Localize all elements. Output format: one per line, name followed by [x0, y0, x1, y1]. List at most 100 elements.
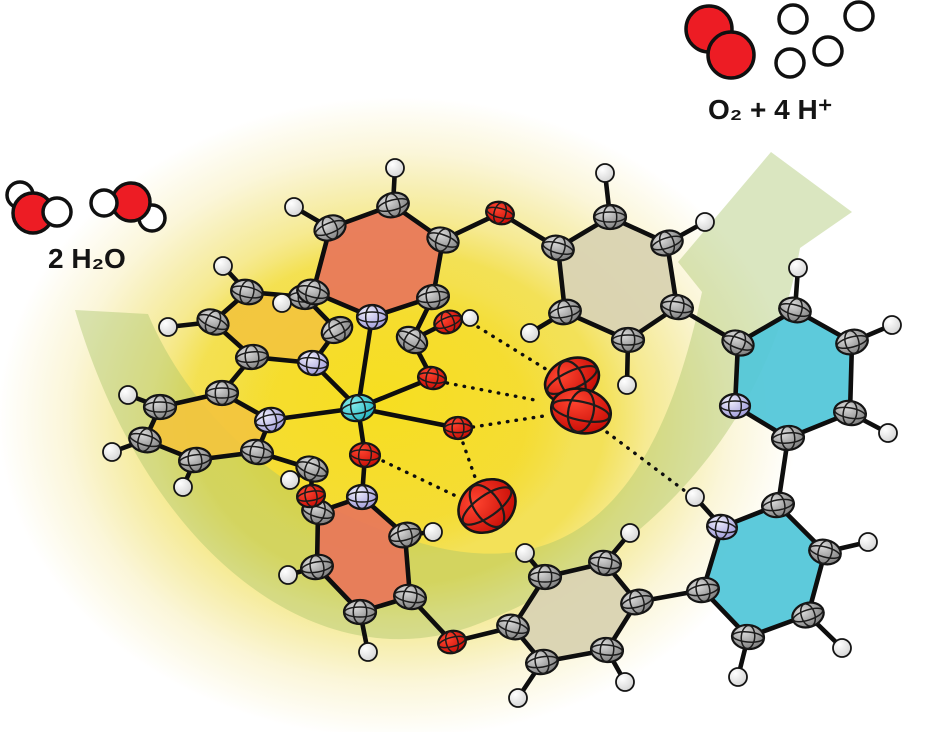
atom-b2b [620, 588, 654, 616]
atom-b2d [525, 648, 559, 676]
atom-M [340, 393, 376, 423]
atom-c1d [770, 424, 806, 452]
atom-b1b [650, 229, 684, 257]
atom-O_lk [295, 483, 327, 509]
atom-cx1 [395, 325, 429, 355]
atom-b1f [541, 234, 575, 262]
atom-H_b2c [615, 672, 635, 692]
hydrogen-bond [471, 414, 546, 429]
atom-b2c [589, 636, 625, 664]
atom-s2a [388, 521, 422, 549]
atom-c2c [791, 601, 825, 629]
atom-H_b2d [508, 688, 528, 708]
atom-H_lk [280, 470, 300, 490]
atom-s1e [313, 214, 347, 242]
atom-H_s2a [423, 522, 443, 542]
atom-s2b [393, 583, 427, 611]
atom-y2b [240, 438, 274, 466]
atom-H_s2d [278, 565, 298, 585]
atom-y2n [254, 406, 286, 434]
atom-b1d [610, 326, 646, 354]
hydrogen-bond [461, 441, 479, 485]
atom-c2n [705, 513, 739, 541]
atom-b2a [588, 549, 622, 577]
atom-c2e [686, 576, 720, 604]
atom-c1c [833, 399, 867, 427]
atom-H_c1b [882, 315, 902, 335]
hydrogen-bond [476, 325, 551, 373]
atom-C_lk [295, 455, 329, 483]
atom-b1c [660, 293, 694, 321]
hydrogen-bond [445, 381, 542, 403]
atom-c1b [835, 328, 869, 356]
atom-c2d [730, 623, 766, 651]
proton-circle [843, 0, 875, 32]
atom-s2c [342, 598, 378, 626]
atom-H_y2e [118, 385, 138, 405]
atom-O_m1 [416, 365, 448, 391]
atom-O_e2 [437, 629, 467, 655]
ring-pyridine-salmon-bottom [317, 497, 410, 612]
atom-O_aq [442, 415, 474, 441]
atom-y1n [296, 349, 330, 377]
atom-H_oh1 [461, 309, 479, 327]
reactant-label: 2 H₂O [48, 243, 126, 274]
atom-H_c2n [685, 487, 705, 507]
atom-y2e [142, 393, 178, 421]
ring-pyridine-cyan-upper [735, 310, 852, 438]
atom-s2n [345, 483, 379, 511]
ring-pyridine-salmon-top [313, 205, 443, 317]
atom-H_s1a [385, 158, 405, 178]
atom-H_c1c [878, 423, 898, 443]
product-label: O₂ + 4 H⁺ [708, 94, 833, 125]
atom-c1n [718, 392, 752, 420]
dioxygen-circle [706, 30, 756, 80]
ring-pyridine-cyan-lower [703, 505, 825, 637]
atom-s1c [415, 283, 451, 311]
atom-b2f [527, 563, 563, 591]
atom-H_c1a [788, 258, 808, 278]
atom-H_y1f [272, 293, 292, 313]
atom-s1b [426, 226, 460, 254]
atom-H_c2d [728, 667, 748, 687]
atom-H_y2d [102, 442, 122, 462]
bond [355, 314, 375, 411]
atom-y1a [230, 278, 264, 306]
atom-H_y1d [158, 317, 178, 337]
atom-c1f [721, 329, 755, 357]
atom-y2a [204, 379, 240, 407]
water-hydrogen-circle [89, 188, 119, 218]
atom-H_b1d [617, 375, 637, 395]
atom-O_e1 [485, 200, 515, 226]
atom-y1c [234, 343, 270, 371]
proton-circle [812, 35, 844, 67]
atom-y2c [177, 446, 213, 474]
atom-y1b [320, 315, 354, 345]
atom-H_y2c [173, 477, 193, 497]
atom-wA2 [550, 387, 612, 435]
atom-H_b1e [520, 323, 540, 343]
proton-circle [774, 47, 806, 79]
atom-O_oh1 [433, 309, 463, 335]
atom-y2d [128, 426, 162, 454]
atom-s1a [376, 191, 410, 219]
atom-H_b1a [595, 163, 615, 183]
atom-H_s2c [358, 642, 378, 662]
hydrogen-bond [381, 459, 458, 498]
atom-O_ax [348, 441, 382, 469]
reaction-arrow [75, 152, 852, 640]
atom-H_c2b [858, 532, 878, 552]
atom-s1d [296, 278, 330, 306]
atom-H_y1a [213, 256, 233, 276]
water-hydrogen-circle [41, 196, 73, 228]
atom-b1e [548, 298, 582, 326]
atom-wB [457, 477, 517, 535]
atom-b2e [496, 613, 530, 641]
atom-s2d [300, 553, 334, 581]
proton-circle [777, 3, 809, 35]
atom-y1d [196, 308, 230, 336]
atom-H_b1b [695, 212, 715, 232]
atom-s1n [355, 303, 389, 331]
